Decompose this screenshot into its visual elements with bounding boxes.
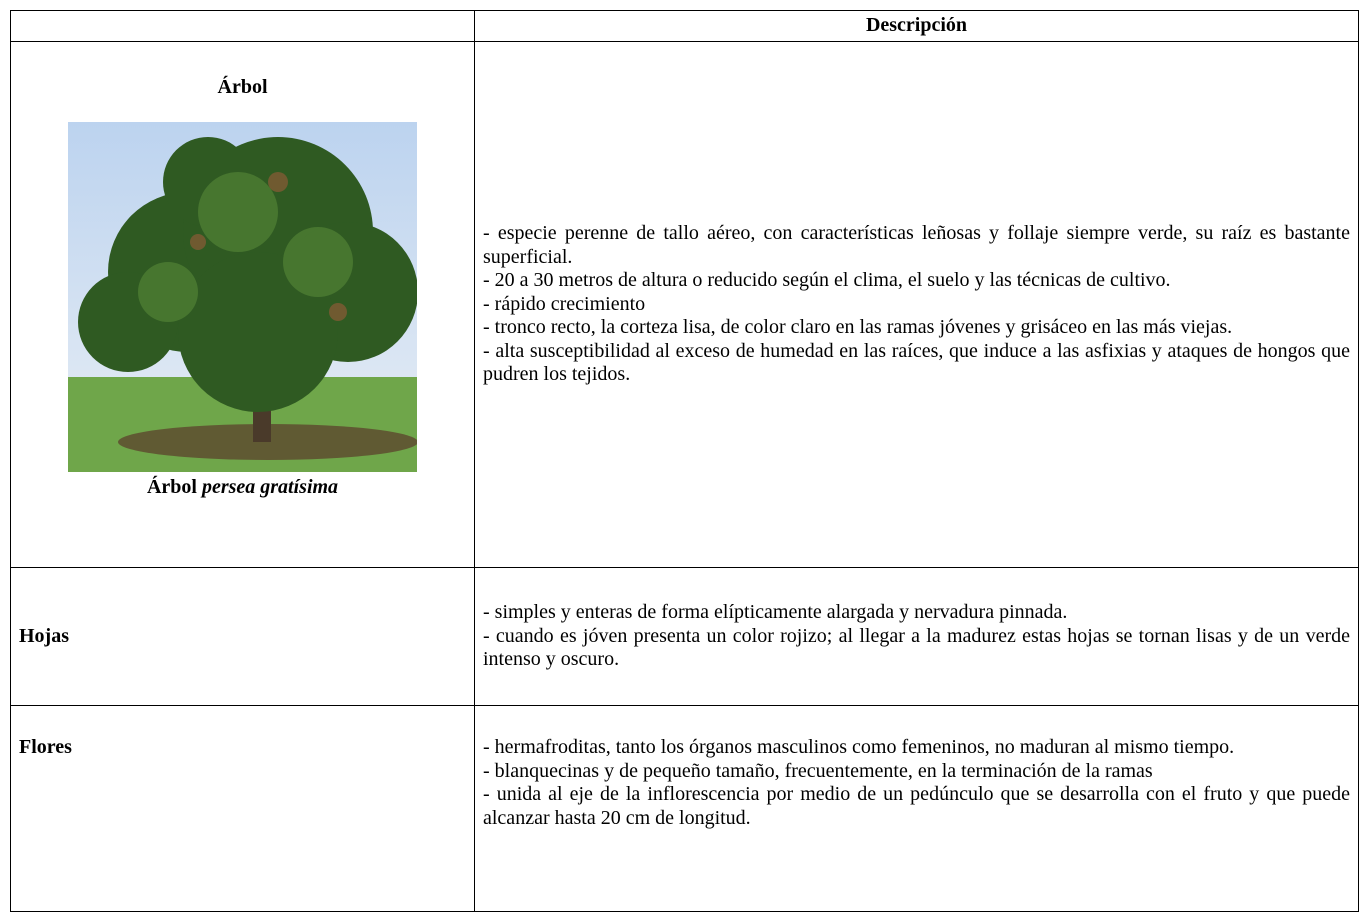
description-cell: - simples y enteras de forma elípticamen… xyxy=(474,567,1359,706)
description-cell: - especie perenne de tallo aéreo, con ca… xyxy=(474,41,1359,568)
image-cell: Árbol Árbol persea gratísima xyxy=(10,41,475,568)
caption-italic: persea gratísima xyxy=(201,475,339,498)
row-label: Hojas xyxy=(10,567,475,706)
description-line: - especie perenne de tallo aéreo, con ca… xyxy=(483,222,1350,268)
row-label: Árbol xyxy=(217,76,268,98)
table-row: Hojas - simples y enteras de forma elípt… xyxy=(10,567,1359,706)
description-line: - rápido crecimiento xyxy=(483,292,646,315)
description-line: - tronco recto, la corteza lisa, de colo… xyxy=(483,316,1233,339)
table-row: Árbol Árbol persea gratísima - especie p… xyxy=(10,41,1359,568)
tree-photo xyxy=(68,121,417,472)
row-label: Flores xyxy=(10,705,475,912)
description-line: - alta susceptibilidad al exceso de hume… xyxy=(483,339,1350,386)
header-cell: Descripción xyxy=(474,10,1359,42)
description-line: - 20 a 30 metros de altura o reducido se… xyxy=(483,269,1171,292)
description-line: - blanquecinas y de pequeño tamaño, frec… xyxy=(483,759,1153,782)
species-table: Descripción Árbol Árbol persea gratísima… xyxy=(10,10,1359,912)
description-line: - cuando es jóven presenta un color roji… xyxy=(483,624,1350,671)
image-caption: Árbol persea gratísima xyxy=(19,476,466,500)
description-line: - hermafroditas, tanto los órganos mascu… xyxy=(483,736,1235,758)
header-cell xyxy=(10,10,475,42)
caption-bold: Árbol xyxy=(146,475,197,498)
table-row: Flores - hermafroditas, tanto los órgano… xyxy=(10,705,1359,912)
description-line: - unida al eje de la inflorescencia por … xyxy=(483,783,1350,829)
description-line: - simples y enteras de forma elípticamen… xyxy=(483,601,1068,624)
header-row: Descripción xyxy=(10,10,1359,42)
description-cell: - hermafroditas, tanto los órganos mascu… xyxy=(474,705,1359,912)
